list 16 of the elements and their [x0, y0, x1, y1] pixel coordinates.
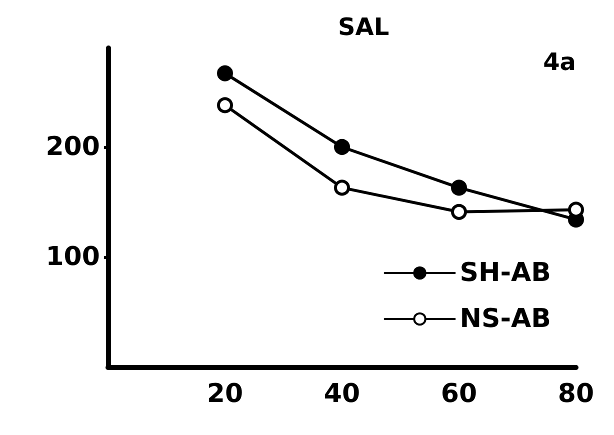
point: [334, 180, 350, 196]
x-tick-label: 80: [558, 379, 594, 409]
point: [334, 139, 350, 155]
y-tick-label: 100: [46, 242, 100, 272]
chart-title: SAL: [338, 13, 390, 41]
x-tick-label: 40: [324, 379, 360, 409]
legend-label: SH-AB: [460, 258, 552, 288]
x-tick-label: 60: [440, 379, 478, 409]
y-tick-label: 200: [46, 132, 100, 162]
annotation: 4a: [543, 48, 576, 76]
x-tick-label: 20: [206, 379, 244, 409]
legend-label: NS-AB: [460, 304, 552, 334]
point: [217, 97, 233, 114]
point: [451, 204, 467, 220]
point: [217, 65, 233, 82]
point: [451, 180, 467, 196]
